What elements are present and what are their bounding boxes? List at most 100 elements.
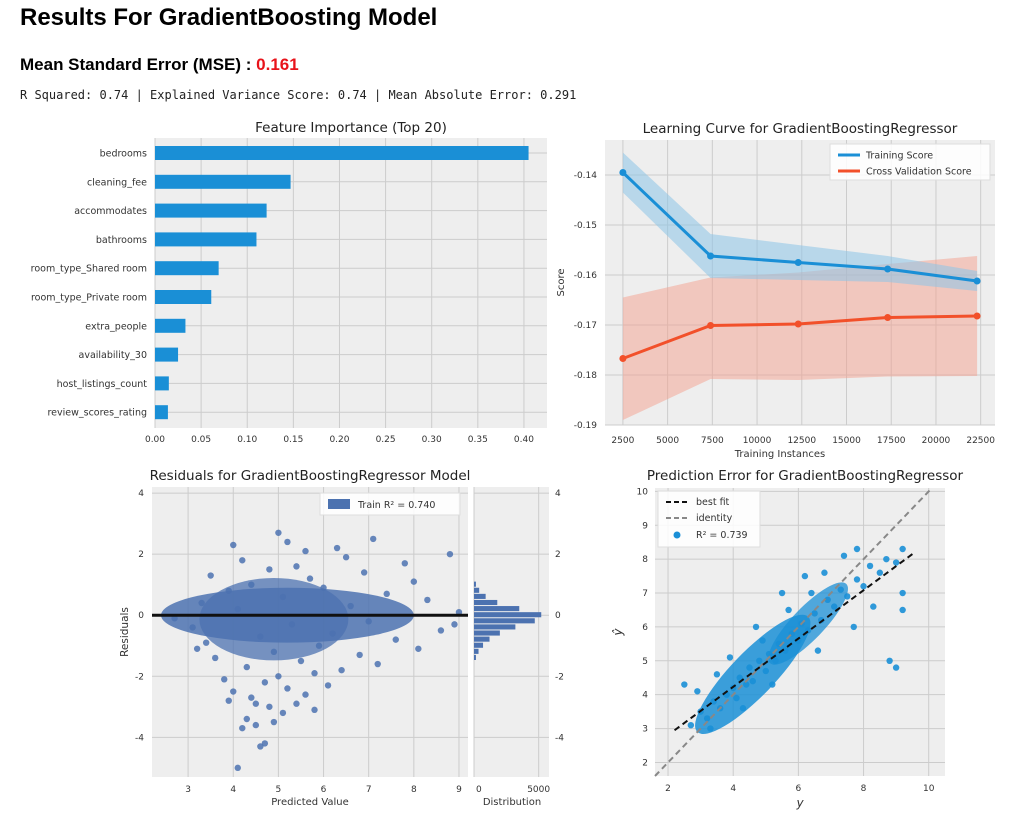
histogram-bar [474, 624, 516, 630]
mse-label: Mean Standard Error (MSE) : [20, 55, 252, 74]
feature-importance-bar [155, 290, 212, 304]
histogram-ytick: 4 [555, 489, 561, 499]
feature-importance-xtick: 0.20 [329, 435, 349, 445]
learning-curve-xtick: 20000 [922, 436, 951, 446]
residuals-point [302, 691, 309, 698]
feature-importance-bar [155, 376, 169, 391]
prediction-error-point [694, 688, 701, 695]
residuals-point [257, 633, 264, 640]
learning-curve-xtick: 17500 [877, 436, 906, 446]
histogram-bar [474, 587, 480, 593]
learning-curve-point [619, 169, 627, 176]
residuals-point [410, 578, 418, 585]
feature-importance-title: Feature Importance (Top 20) [255, 120, 447, 136]
learning-curve-point [619, 355, 627, 362]
prediction-error-point [899, 545, 906, 553]
residuals-xtick: 3 [185, 785, 191, 795]
prediction-error-xlabel: y [795, 796, 804, 810]
residuals-point [437, 627, 445, 634]
histogram-bar [474, 581, 476, 587]
histogram-ytick: -4 [555, 733, 564, 743]
residuals-point [266, 703, 273, 710]
residuals-point [383, 590, 390, 598]
learning-curve-xtick: 2500 [611, 436, 634, 446]
residuals-point [193, 645, 201, 652]
residuals-point [261, 740, 269, 747]
residuals-point [284, 685, 291, 692]
residuals-ytick: 4 [138, 489, 144, 499]
mse-line: Mean Standard Error (MSE) : 0.161 [20, 55, 299, 75]
residuals-point [446, 550, 454, 558]
residuals-point [225, 697, 232, 704]
feature-importance-xtick: 0.05 [191, 435, 211, 445]
residuals-point [279, 593, 287, 601]
residuals-point [202, 639, 210, 646]
learning-curve-ytick: -0.14 [574, 171, 598, 181]
residuals-point [360, 569, 368, 576]
prediction-error-point [801, 572, 809, 580]
residuals-ylabel: Residuals [119, 607, 131, 657]
residuals-xlabel: Predicted Value [271, 797, 349, 808]
residuals-point [347, 602, 354, 610]
residuals-point [189, 624, 196, 631]
residuals-point [451, 621, 458, 628]
feature-importance-xtick: 0.15 [283, 435, 303, 445]
residuals-xtick: 6 [321, 785, 327, 795]
learning-curve-point [707, 252, 715, 260]
feature-importance-bar [155, 405, 168, 420]
feature-importance-xtick: 0.25 [376, 435, 396, 445]
histogram-bar [474, 618, 535, 624]
residuals-point [311, 706, 318, 714]
histogram-bar [474, 642, 484, 648]
prediction-error-point [899, 606, 906, 614]
feature-importance-label: cleaning_fee [87, 177, 147, 188]
prediction-error-point [853, 576, 861, 583]
prediction-error-xtick: 10 [923, 784, 935, 794]
residuals-point [320, 584, 327, 591]
mse-value: 0.161 [256, 55, 299, 74]
residuals-point [338, 666, 345, 674]
learning-curve-ytick: -0.17 [574, 321, 597, 331]
residuals-xtick: 7 [366, 785, 372, 795]
feature-importance-label: room_type_Private room [31, 293, 147, 304]
prediction-error-point [892, 664, 900, 671]
histogram-bar [474, 593, 486, 599]
histogram-bar [474, 606, 520, 612]
prediction-error-legend-label: identity [696, 513, 733, 524]
prediction-error-ylabel: ŷ [611, 628, 625, 637]
residuals-point [333, 544, 341, 552]
prediction-error-point [853, 545, 861, 553]
prediction-error-point [821, 569, 828, 576]
learning-curve-ytick: -0.16 [574, 271, 598, 281]
residuals-ytick: -4 [135, 733, 144, 743]
prediction-error-point [746, 664, 753, 671]
histogram-xtick: 5000 [527, 785, 550, 795]
residuals-point [248, 694, 255, 701]
residuals-point [415, 645, 422, 652]
residuals-point [243, 663, 250, 671]
prediction-error-point [840, 552, 848, 559]
residuals-point [234, 764, 241, 772]
prediction-error-point [782, 647, 789, 654]
learning-curve-xtick: 22500 [966, 436, 995, 446]
prediction-error-point [778, 589, 786, 597]
residuals-point [221, 676, 228, 683]
prediction-error-point [743, 681, 750, 688]
prediction-error-point [707, 725, 714, 732]
prediction-error-point [681, 681, 688, 688]
feature-importance-xtick: 0.00 [145, 435, 165, 445]
prediction-error-point [850, 623, 857, 631]
residuals-point [225, 587, 232, 594]
feature-importance-bar [155, 261, 219, 276]
learning-curve-title: Learning Curve for GradientBoostingRegre… [643, 121, 958, 137]
prediction-error-point [762, 667, 769, 675]
residuals-point [374, 660, 381, 668]
histogram-ytick: 2 [555, 550, 561, 560]
histogram-bar [474, 636, 490, 642]
residuals-point [365, 618, 372, 625]
feature-importance-label: extra_people [85, 321, 147, 332]
learning-curve-point [794, 259, 802, 266]
residuals-point [342, 554, 350, 561]
residuals-point [324, 682, 332, 689]
